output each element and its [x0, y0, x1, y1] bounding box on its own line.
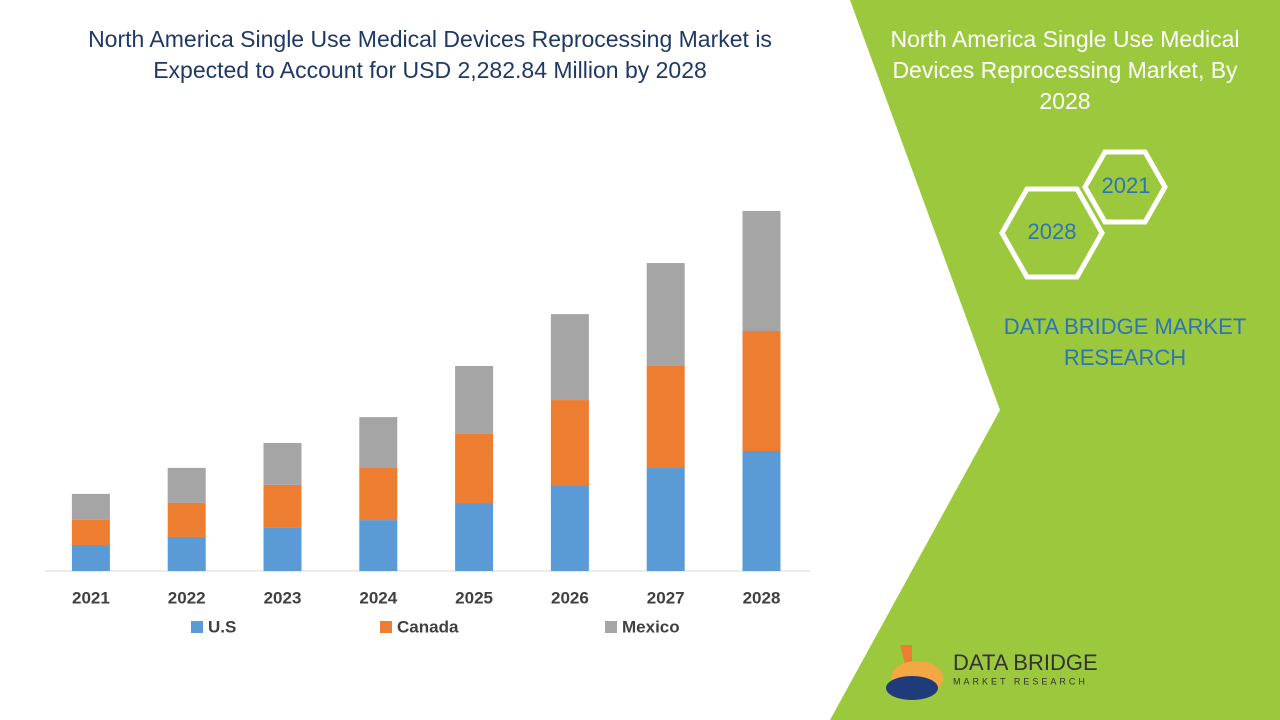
brand: DATA BRIDGE MARKET RESEARCH: [1003, 314, 1247, 370]
bar-segment: [455, 433, 494, 504]
x-tick-label: 2026: [551, 588, 589, 607]
bar-segment: [455, 366, 494, 434]
legend-swatch: [191, 621, 203, 633]
legend-label: U.S: [208, 617, 236, 636]
bar-segment: [742, 451, 781, 571]
legend-label: Canada: [397, 617, 459, 636]
legend-swatch: [380, 621, 392, 633]
side-panel-bg: [830, 0, 1280, 720]
bar-segment: [359, 417, 398, 469]
bar-segment: [71, 544, 110, 571]
bar-segment: [167, 467, 206, 503]
x-tick-label: 2027: [647, 588, 685, 607]
panel-title: North America Single Use Medical Devices…: [890, 26, 1240, 114]
bar-segment: [550, 400, 589, 486]
bar-segment: [263, 527, 302, 571]
bar-segment: [71, 519, 110, 545]
bar-segment: [359, 468, 398, 521]
x-tick-label: 2025: [455, 588, 493, 607]
x-tick-label: 2021: [72, 588, 110, 607]
bar-segment: [167, 536, 206, 571]
bar-segment: [455, 503, 494, 571]
hexagon: [1082, 149, 1168, 225]
bar-segment: [263, 442, 302, 485]
bar-segment: [646, 366, 685, 469]
bar-segment: [359, 520, 398, 571]
x-tick-label: 2028: [743, 588, 781, 607]
bar-segment: [550, 314, 589, 401]
hex-label: 2021: [1102, 173, 1151, 198]
bar-segment: [263, 484, 302, 528]
bar-segment: [742, 331, 781, 451]
bar-segment: [646, 263, 685, 367]
logo-name: DATA BRIDGE: [953, 650, 1098, 675]
x-tick-label: 2022: [168, 588, 206, 607]
bar-segment: [167, 502, 206, 537]
hexagon: [999, 186, 1105, 280]
bar-segment: [71, 493, 110, 520]
x-tick-label: 2024: [359, 588, 397, 607]
hex-label: 2028: [1028, 219, 1077, 244]
bar-segment: [550, 485, 589, 571]
bar-segment: [742, 211, 781, 331]
bar-segment: [646, 468, 685, 571]
legend-swatch: [605, 621, 617, 633]
logo-tagline: MARKET RESEARCH: [953, 676, 1088, 686]
x-tick-label: 2023: [264, 588, 302, 607]
chart-title: North America Single Use Medical Devices…: [88, 26, 772, 83]
logo-shape: [886, 676, 938, 700]
legend-label: Mexico: [622, 617, 680, 636]
